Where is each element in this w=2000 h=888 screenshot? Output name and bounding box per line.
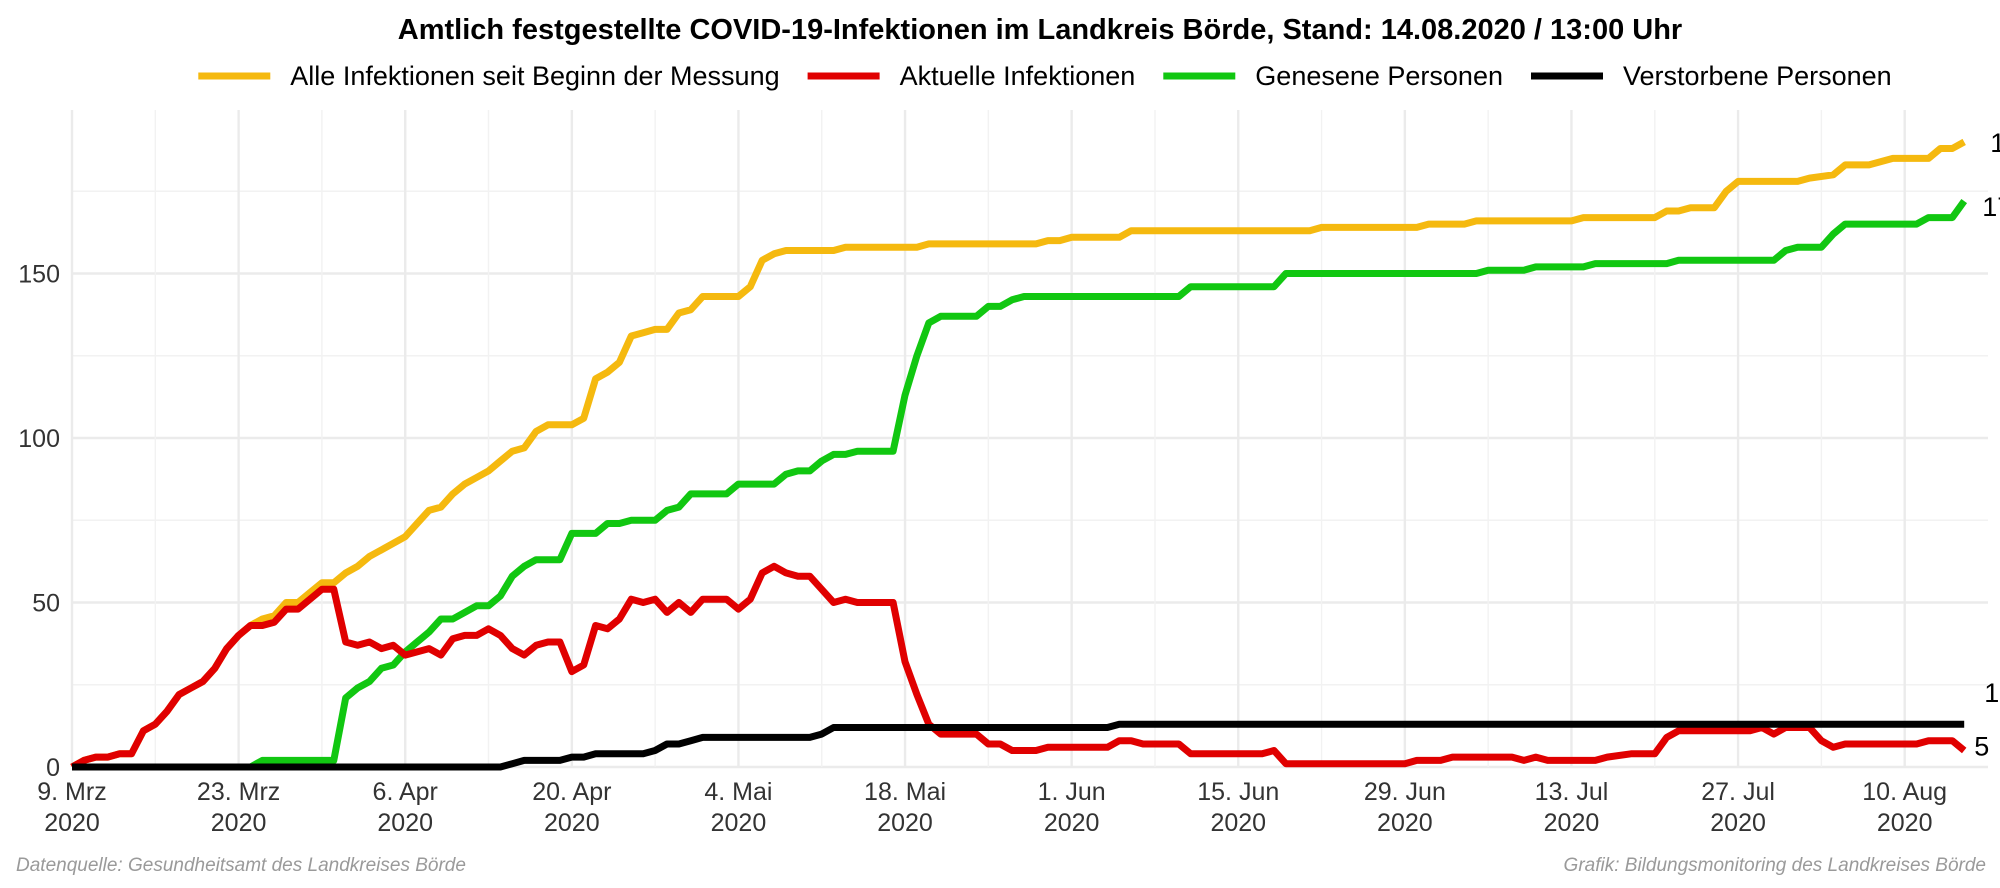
x-tick-year-label: 2020	[377, 809, 433, 837]
end-label-series-3: 172	[1982, 192, 2000, 222]
x-tick-label: 10. Aug	[1862, 778, 1947, 806]
end-labels: 190 5 172 13	[1974, 128, 2000, 762]
legend-item: Alle Infektionen seit Beginn der Messung	[198, 61, 780, 91]
x-tick-year-label: 2020	[44, 809, 100, 837]
x-tick-label: 1. Jun	[1038, 778, 1106, 806]
legend: Alle Infektionen seit Beginn der Messung…	[198, 61, 1892, 91]
series-line-3	[72, 199, 1968, 771]
x-axis: 9. Mrz 2020 23. Mrz 2020 6. Apr 2020 20. Apr 20…	[37, 778, 1947, 837]
x-tick-label: 27. Jul	[1701, 778, 1775, 806]
legend-item: Genesene Personen	[1163, 61, 1503, 91]
x-tick-label: 18. Mai	[864, 778, 946, 806]
x-tick-year-label: 2020	[1710, 809, 1766, 837]
legend-item: Verstorbene Personen	[1531, 61, 1892, 91]
y-tick-label: 150	[18, 261, 60, 289]
x-tick-label: 9. Mrz	[37, 778, 106, 806]
y-tick-label: 0	[46, 754, 60, 782]
x-tick-year-label: 2020	[1544, 809, 1600, 837]
x-tick-year-label: 2020	[211, 809, 267, 837]
x-tick-year-label: 2020	[544, 809, 600, 837]
x-tick-label: 6. Apr	[373, 778, 438, 806]
source-caption: Datenquelle: Gesundheitsamt des Landkrei…	[16, 855, 466, 876]
y-tick-label: 100	[18, 425, 60, 453]
legend-label: Alle Infektionen seit Beginn der Messung	[290, 61, 779, 91]
x-tick-label: 4. Mai	[704, 778, 772, 806]
x-tick-label: 23. Mrz	[197, 778, 280, 806]
x-tick-year-label: 2020	[1210, 809, 1266, 837]
end-label-series-2: 5	[1974, 732, 1989, 762]
x-tick-label: 13. Jul	[1535, 778, 1609, 806]
x-tick-label: 20. Apr	[532, 778, 611, 806]
x-tick-label: 15. Jun	[1197, 778, 1279, 806]
end-label-series-1: 190	[1990, 128, 2000, 158]
y-tick-label: 50	[32, 590, 60, 618]
x-tick-year-label: 2020	[1377, 809, 1433, 837]
legend-label: Aktuelle Infektionen	[900, 61, 1136, 91]
series-line-1	[70, 138, 1966, 771]
x-tick-year-label: 2020	[877, 809, 933, 837]
legend-label: Verstorbene Personen	[1623, 61, 1892, 91]
credit-caption: Grafik: Bildungsmonitoring des Landkreis…	[1564, 855, 1986, 876]
series-line-2	[70, 562, 1967, 771]
x-tick-year-label: 2020	[1877, 809, 1933, 837]
series-line-4	[72, 720, 1965, 771]
series-lines	[70, 138, 1968, 771]
legend-label: Genesene Personen	[1255, 61, 1503, 91]
legend-item: Aktuelle Infektionen	[807, 61, 1136, 91]
end-label-series-4: 13	[1984, 678, 2000, 708]
chart-title: Amtlich festgestellte COVID-19-Infektion…	[398, 14, 1682, 46]
x-tick-label: 29. Jun	[1364, 778, 1446, 806]
x-tick-year-label: 2020	[711, 809, 767, 837]
x-tick-year-label: 2020	[1044, 809, 1100, 837]
y-axis: 0 50 100 150	[18, 261, 60, 783]
